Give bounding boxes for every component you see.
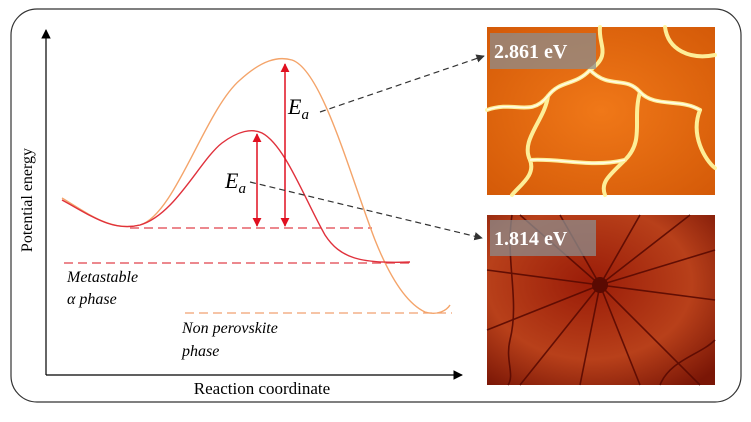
nonperovskite-label-line2: phase: [181, 343, 219, 360]
metastable-label-line1: Metastable: [66, 269, 138, 286]
ea-label-top: Ea: [287, 94, 309, 123]
bottom-energy-badge: 1.814 eV: [494, 228, 568, 250]
micrograph-top: 2.861 eV: [485, 25, 717, 197]
micrograph-bottom: 1.814 eV: [486, 214, 716, 386]
nonperovskite-label-line1: Non perovskite: [181, 320, 278, 337]
red-energy-curve: [61, 130, 411, 264]
bottom-badge-bg: [490, 220, 596, 256]
ea-label-bottom: Ea: [224, 168, 246, 197]
top-energy-badge: 2.861 eV: [494, 41, 568, 63]
x-axis-label: Reaction coordinate: [194, 379, 330, 398]
pointer-arrow-top: [319, 54, 485, 113]
figure-border: [10, 8, 742, 403]
top-badge-bg: [490, 33, 596, 69]
y-axis-label: Potential energy: [19, 148, 36, 252]
metastable-label-line2: α phase: [67, 291, 117, 308]
